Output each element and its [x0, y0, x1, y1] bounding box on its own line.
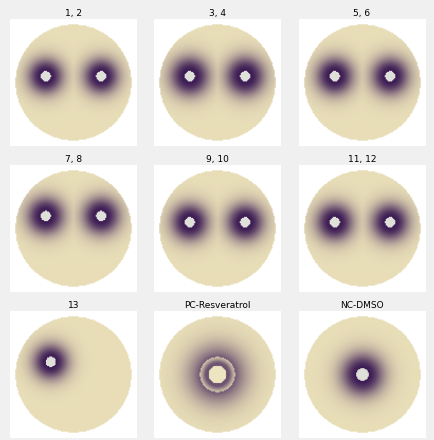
Text: PC-Resveratrol: PC-Resveratrol — [184, 301, 250, 310]
Text: 13: 13 — [67, 301, 79, 310]
Text: NC-DMSO: NC-DMSO — [339, 301, 383, 310]
Text: 3, 4: 3, 4 — [208, 9, 226, 18]
Text: 11, 12: 11, 12 — [347, 154, 375, 164]
Text: 5, 6: 5, 6 — [352, 9, 369, 18]
Text: 7, 8: 7, 8 — [65, 154, 82, 164]
Text: 9, 10: 9, 10 — [206, 154, 228, 164]
Text: 1, 2: 1, 2 — [65, 9, 82, 18]
